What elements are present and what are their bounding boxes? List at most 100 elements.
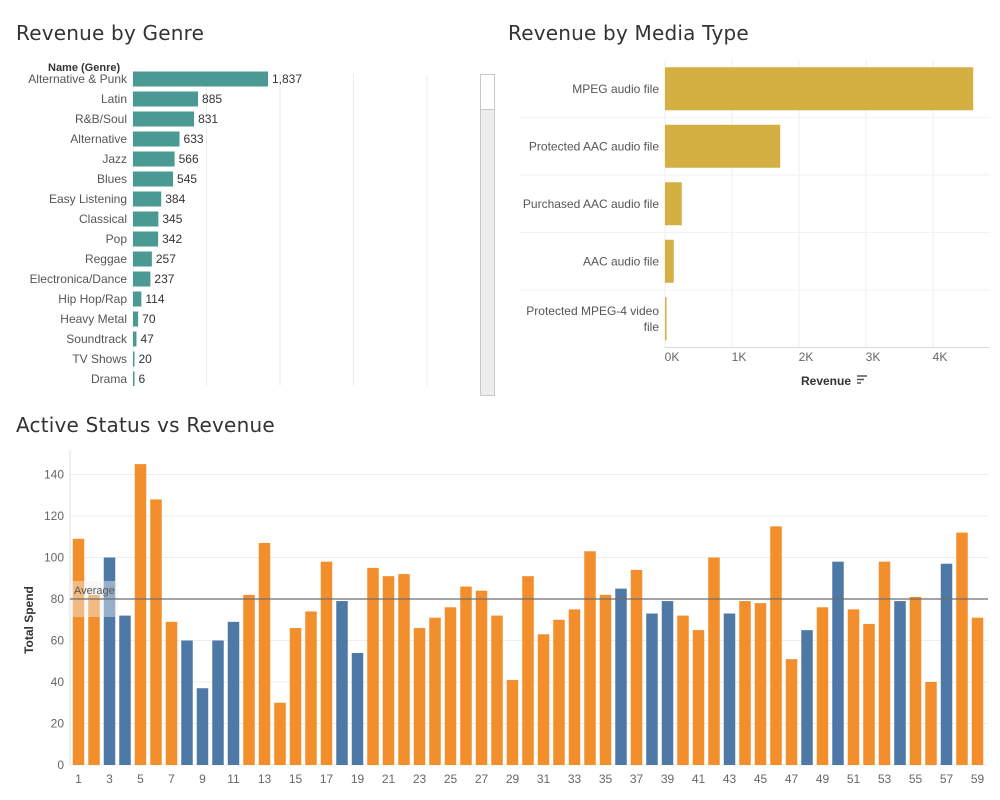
media-xtick-label: 0K [665, 350, 680, 364]
active-xtick-label: 23 [413, 772, 427, 786]
active-ytick-label: 100 [44, 551, 64, 565]
genre-value-label: 237 [154, 272, 174, 286]
media-chart: 0K 1K 2K 3K 4K MPEG audio file Protected AAC a… [520, 60, 990, 388]
genre-value-label: 384 [165, 192, 185, 206]
active-bar [72, 538, 85, 765]
genre-bar [133, 131, 180, 147]
active-bar [429, 617, 441, 765]
genre-bar [133, 371, 135, 386]
active-bar [460, 586, 472, 765]
media-bar [665, 67, 974, 111]
active-bar [909, 596, 922, 765]
genre-category-label: Hip Hop/Rap [58, 292, 127, 306]
media-category-label: file [644, 320, 660, 334]
genre-scrollbar[interactable] [480, 74, 495, 396]
active-ytick-label: 60 [51, 634, 65, 648]
active-xtick-label: 59 [971, 772, 985, 786]
active-ytick-label: 0 [57, 758, 64, 772]
active-bar [196, 688, 209, 765]
active-xtick-label: 57 [940, 772, 954, 786]
genre-bar [133, 111, 195, 127]
active-bar [956, 532, 968, 765]
active-bar [723, 613, 736, 765]
active-xtick-label: 13 [258, 772, 272, 786]
average-label: Average [74, 585, 115, 597]
active-bar [584, 551, 596, 765]
active-bar [227, 621, 240, 765]
genre-value-label: 345 [162, 212, 182, 226]
genre-bar [133, 171, 174, 187]
active-bar [413, 628, 426, 765]
active-bar [212, 640, 224, 765]
active-xtick-label: 31 [537, 772, 551, 786]
active-bar [940, 563, 953, 765]
active-xtick-label: 43 [723, 772, 737, 786]
active-xtick-label: 17 [320, 772, 334, 786]
active-bar [816, 607, 829, 765]
media-category-label: Purchased AAC audio file [523, 197, 659, 211]
active-xtick-label: 33 [568, 772, 582, 786]
media-bar [665, 182, 682, 226]
genre-chart: Name (Genre)Alternative & Punk 1,837 Latin… [28, 62, 428, 386]
active-bar [785, 659, 798, 765]
active-xtick-label: 45 [754, 772, 768, 786]
active-xtick-label: 3 [106, 772, 113, 786]
active-bar [491, 615, 503, 765]
genre-category-label: Easy Listening [49, 192, 127, 206]
active-bar [165, 621, 178, 765]
genre-value-label: 257 [156, 252, 176, 266]
media-xtick-label: 4K [933, 350, 948, 364]
active-xtick-label: 49 [816, 772, 830, 786]
active-ytick-label: 120 [44, 509, 64, 523]
active-bar [630, 569, 643, 765]
active-xtick-label: 29 [506, 772, 520, 786]
genre-value-label: 114 [145, 292, 164, 306]
genre-value-label: 6 [139, 372, 146, 386]
active-yaxis-title: Total Spend [22, 586, 36, 654]
genre-bar [133, 211, 159, 227]
genre-value-label: 47 [140, 332, 154, 346]
active-bar [646, 613, 658, 765]
active-xtick-label: 19 [351, 772, 365, 786]
active-ytick-label: 140 [44, 468, 64, 482]
media-xtick-label: 3K [866, 350, 881, 364]
genre-bar [133, 311, 139, 327]
active-bar [103, 557, 116, 765]
active-xtick-label: 53 [878, 772, 892, 786]
genre-category-label: Alternative [70, 132, 127, 146]
genre-category-label: Drama [91, 372, 127, 386]
genre-bar [133, 331, 137, 347]
active-xtick-label: 15 [289, 772, 303, 786]
genre-scrollbar-thumb[interactable] [481, 75, 494, 110]
media-bar [665, 239, 674, 283]
active-xtick-label: 5 [137, 772, 144, 786]
active-bar [351, 652, 364, 765]
media-xtick-label: 2K [799, 350, 814, 364]
active-bar [305, 611, 317, 765]
media-bar [665, 124, 781, 168]
active-bar [971, 617, 984, 765]
active-bar [522, 576, 534, 765]
active-bar [801, 630, 813, 765]
active-xtick-label: 21 [382, 772, 396, 786]
active-bar [847, 609, 860, 765]
active-bar [677, 615, 689, 765]
active-bar [258, 542, 271, 765]
active-ytick-label: 40 [51, 675, 65, 689]
genre-category-label: R&B/Soul [75, 112, 127, 126]
active-bar [444, 607, 457, 765]
genre-category-label: Soundtrack [66, 332, 128, 346]
active-xtick-label: 1 [75, 772, 82, 786]
genre-bar [133, 231, 159, 247]
genre-bar [133, 151, 175, 167]
genre-bar [133, 291, 142, 307]
sort-icon[interactable] [857, 375, 867, 384]
genre-value-label: 566 [179, 152, 199, 166]
active-xtick-label: 11 [227, 772, 240, 786]
active-bar [134, 464, 147, 765]
active-bar [894, 601, 906, 765]
genre-value-label: 70 [142, 312, 156, 326]
active-bar [398, 574, 410, 765]
genre-value-label: 342 [162, 232, 182, 246]
active-xtick-label: 9 [199, 772, 206, 786]
